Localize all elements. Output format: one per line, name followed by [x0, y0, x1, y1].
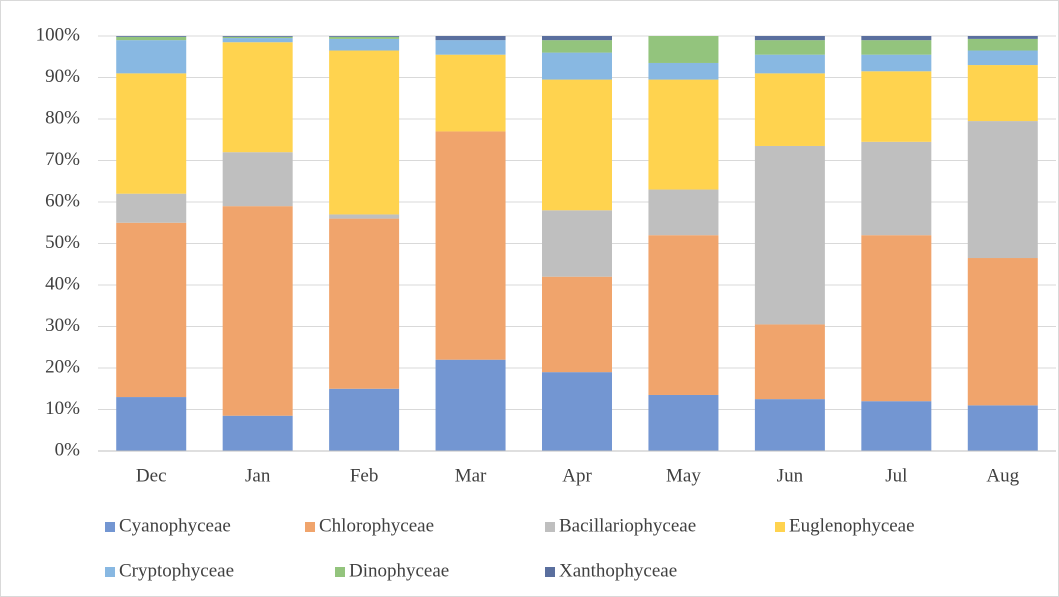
bar-segment: [754, 40, 825, 55]
x-tick-label: Aug: [986, 465, 1019, 486]
legend-swatch: [545, 522, 555, 532]
bar-segment: [116, 397, 187, 451]
x-tick-label: Mar: [455, 465, 487, 486]
legend-swatch: [545, 567, 555, 577]
bar-segment: [542, 210, 612, 277]
bar-segment: [222, 36, 293, 37]
bar-segment: [967, 121, 1038, 259]
y-tick-label: 90%: [45, 66, 80, 87]
bar-segment: [222, 415, 293, 451]
legend-label: Chlorophyceae: [319, 515, 434, 536]
legend-swatch: [305, 522, 315, 532]
bar-segment: [648, 235, 719, 395]
bar-segment: [861, 235, 932, 402]
bar-segment: [861, 71, 932, 142]
bar-segment: [542, 372, 612, 451]
bar-segment: [861, 36, 932, 41]
bar-segment: [648, 394, 719, 451]
bar-segment: [435, 36, 506, 41]
bar-segment: [435, 54, 506, 132]
bar-segment: [967, 258, 1038, 406]
bar-segment: [435, 359, 506, 451]
y-tick-label: 80%: [45, 107, 80, 128]
x-tick-label: Dec: [136, 465, 167, 486]
bar-segment: [967, 50, 1038, 66]
legend-label: Euglenophyceae: [789, 515, 915, 536]
bar-segment: [542, 36, 612, 41]
bar-segment: [648, 36, 719, 63]
y-tick-label: 0%: [55, 439, 81, 460]
bar-segment: [542, 40, 612, 53]
y-tick-label: 60%: [45, 190, 80, 211]
legend-swatch: [105, 567, 115, 577]
bar-segment: [435, 40, 506, 55]
x-tick-label: May: [666, 465, 701, 486]
x-tick-label: Apr: [562, 465, 592, 486]
bar-segment: [222, 42, 293, 153]
x-tick-label: Jun: [777, 465, 804, 486]
bar-segment: [222, 152, 293, 207]
bar-segment: [754, 324, 825, 400]
legend-swatch: [775, 522, 785, 532]
bar-segment: [754, 399, 825, 451]
bar-segment: [754, 36, 825, 41]
x-tick-label: Jan: [245, 465, 271, 486]
bar-segment: [329, 214, 400, 219]
bar-segment: [967, 38, 1038, 51]
bar-segment: [967, 36, 1038, 39]
bar-segment: [861, 40, 932, 55]
x-tick-label: Jul: [885, 465, 907, 486]
bar-segment: [116, 73, 187, 194]
bar-segment: [861, 54, 932, 72]
legend-label: Bacillariophyceae: [559, 515, 696, 536]
bar-segment: [329, 38, 400, 51]
bar-segment: [222, 36, 293, 39]
bar-segment: [648, 189, 719, 236]
bar-segment: [329, 50, 400, 215]
bar-segment: [648, 79, 719, 190]
y-tick-label: 70%: [45, 149, 80, 170]
bar-segment: [329, 388, 400, 451]
legend-label: Xanthophyceae: [559, 560, 677, 581]
bar-segment: [222, 38, 293, 43]
bar-segment: [861, 401, 932, 451]
legend-swatch: [335, 567, 345, 577]
y-tick-label: 50%: [45, 232, 80, 253]
x-tick-label: Feb: [350, 465, 379, 486]
bar-segment: [754, 54, 825, 74]
bar-segment: [329, 36, 400, 39]
bar-segment: [542, 79, 612, 211]
bar-segment: [967, 65, 1038, 122]
legend-label: Cyanophyceae: [119, 515, 231, 536]
bar-segment: [967, 405, 1038, 451]
y-tick-label: 20%: [45, 356, 80, 377]
legend-swatch: [105, 522, 115, 532]
bar-segment: [116, 36, 187, 37]
bar-segment: [754, 73, 825, 146]
bar-segment: [116, 193, 187, 223]
bar-segment: [754, 145, 825, 325]
y-tick-label: 10%: [45, 398, 80, 419]
bar-segment: [116, 40, 187, 74]
bar-segment: [648, 62, 719, 80]
y-tick-label: 30%: [45, 315, 80, 336]
bar-segment: [542, 276, 612, 373]
bar-segment: [542, 52, 612, 80]
legend-label: Dinophyceae: [349, 560, 449, 581]
bar-segment: [435, 131, 506, 360]
bar-segment: [116, 36, 187, 41]
y-tick-label: 100%: [36, 24, 81, 45]
bar-segment: [329, 218, 400, 389]
bar-segment: [329, 36, 400, 37]
bar-segment: [861, 141, 932, 236]
legend-label: Cryptophyceae: [119, 560, 234, 581]
bar-segment: [116, 222, 187, 398]
y-tick-label: 40%: [45, 273, 80, 294]
bar-segment: [222, 206, 293, 416]
